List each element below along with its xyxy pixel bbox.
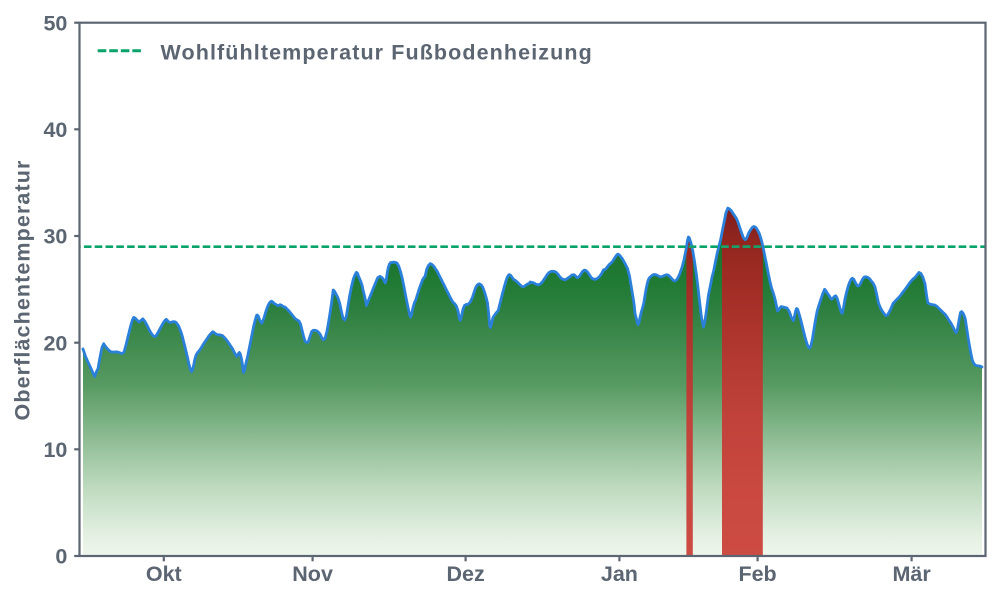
svg-text:Jan: Jan: [601, 562, 638, 586]
svg-text:Okt: Okt: [146, 562, 182, 586]
svg-text:Nov: Nov: [292, 562, 333, 586]
svg-text:Mär: Mär: [892, 562, 931, 586]
svg-text:Dez: Dez: [446, 562, 484, 586]
svg-text:10: 10: [43, 438, 67, 462]
svg-text:40: 40: [43, 118, 67, 142]
svg-text:50: 50: [43, 11, 67, 35]
svg-text:Feb: Feb: [738, 562, 776, 586]
svg-text:20: 20: [43, 331, 67, 355]
svg-text:Wohlfühltemperatur Fußbodenhei: Wohlfühltemperatur Fußbodenheizung: [161, 40, 593, 64]
svg-text:0: 0: [55, 545, 67, 569]
svg-text:Oberflächentemperatur: Oberflächentemperatur: [11, 160, 35, 421]
svg-text:30: 30: [43, 225, 67, 249]
